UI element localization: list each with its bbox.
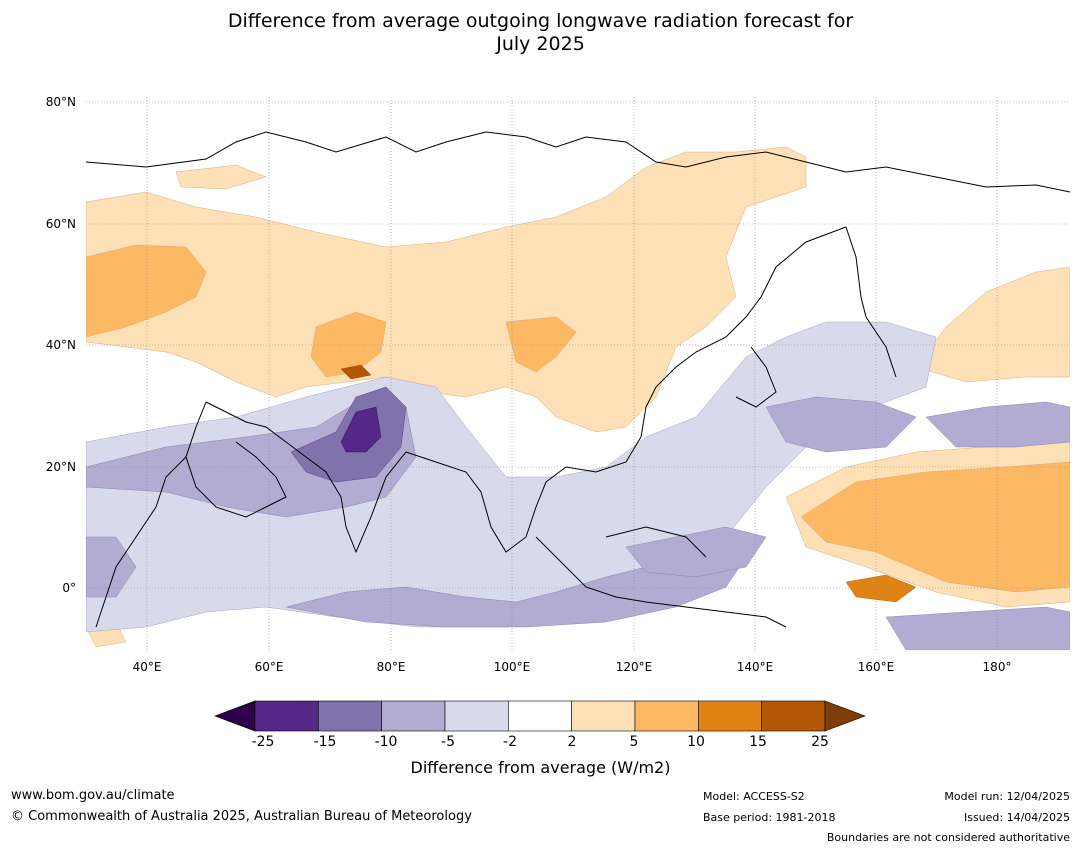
colorbar-segment [444,700,509,732]
colorbar-tick: -25 [251,734,275,750]
colorbar-tick: 2 [567,734,577,750]
map-area [86,97,1070,650]
colorbar-extend-high [824,700,866,732]
anomaly-region-arabian-sea [86,396,417,518]
lon-label-120e: 120°E [615,660,653,674]
anomaly-region-himalaya [340,364,372,380]
lat-label-40n: 40°N [45,338,76,352]
lon-label-100e: 100°E [493,660,531,674]
anomaly-region-west-pacific [765,396,917,453]
coastline-arabia-africa [95,401,287,628]
lon-label-40e: 40°E [132,660,162,674]
anomaly-region-south-pacific [885,606,1070,650]
gridlines [86,97,1070,650]
map-svg [86,97,1070,650]
lon-label-60e: 60°E [254,660,284,674]
lat-label-0: 0° [62,581,76,595]
anomaly-region-central-asia [505,316,577,373]
anomaly-region-east-africa [86,536,137,598]
anomaly-region-arctic-strip [175,164,267,190]
coastline-east-asia [205,226,847,554]
footer-copyright: © Commonwealth of Australia 2025, Austra… [11,809,472,824]
coastline-japan [735,346,777,408]
lon-label-140e: 140°E [736,660,774,674]
anomaly-region-india-core [340,406,382,453]
lon-label-160e: 160°E [857,660,895,674]
anomaly-region-europe-strong [86,244,207,338]
title-line-2: July 2025 [496,33,585,55]
footer-url: www.bom.gov.au/climate [11,788,175,803]
negative-anomaly-regions [86,321,1070,650]
colorbar-tick: -15 [313,734,337,750]
footer-base-period: Base period: 1981-2018 [703,811,836,824]
colorbar-segment [254,700,319,732]
coastline-kamchatka [845,226,897,378]
colorbar [214,700,866,732]
colorbar-segment [381,700,446,732]
lat-label-80n: 80°N [45,95,76,109]
colorbar-tick: 25 [811,734,829,750]
colorbar-tick: 10 [687,734,705,750]
anomaly-region-east-pacific [925,401,1070,448]
footer-issued: Issued: 14/04/2025 [963,811,1070,824]
lat-label-60n: 60°N [45,217,76,231]
anomaly-region-pacific-north [915,266,1070,383]
anomaly-region-pacific-strong [800,461,1070,593]
anomaly-region-eurasia-north [86,146,807,433]
colorbar-tick: -10 [374,734,398,750]
colorbar-tick: -5 [441,734,455,750]
colorbar-segment [634,700,699,732]
colorbar-segment [508,700,572,732]
title-line-1: Difference from average outgoing longwav… [227,10,854,32]
colorbar-extend-low [214,700,256,732]
map-title: Difference from average outgoing longwav… [0,10,1081,56]
footer-model-run: Model run: 12/04/2025 [944,790,1070,803]
lon-label-180: 180° [982,660,1012,674]
footer-boundaries: Boundaries are not considered authoritat… [826,831,1070,844]
lon-label-80e: 80°E [376,660,406,674]
colorbar-tick: 15 [749,734,767,750]
colorbar-segment [761,700,826,732]
colorbar-segment [571,700,636,732]
lat-label-20n: 20°N [45,460,76,474]
coastline-north-eurasia [86,131,1070,193]
anomaly-region-maritime [625,526,767,578]
anomaly-region-caspian [310,311,387,378]
colorbar-tick: -2 [503,734,517,750]
colorbar-label: Difference from average (W/m2) [410,758,671,777]
colorbar-segment [698,700,762,732]
positive-anomaly-regions [86,146,1070,648]
footer-model: Model: ACCESS-S2 [703,790,805,803]
anomaly-region-pacific-core [845,574,917,603]
colorbar-tick: 5 [629,734,639,750]
coastline-maritime-continent [535,526,787,628]
colorbar-segment [318,700,382,732]
coastlines [86,131,1070,628]
